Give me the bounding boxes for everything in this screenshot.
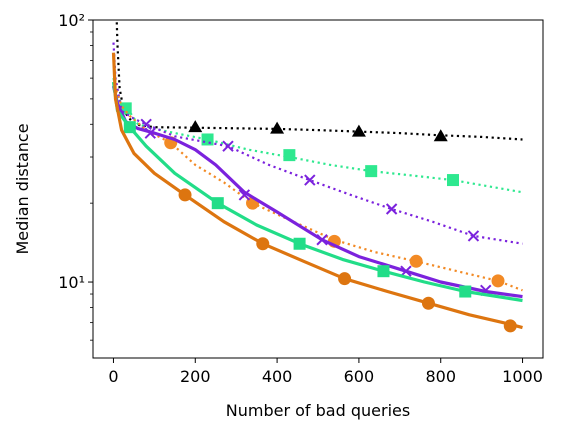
x-tick-label: 400 — [262, 367, 293, 386]
marker — [304, 174, 316, 186]
x-tick-label: 600 — [344, 367, 375, 386]
marker — [144, 127, 156, 139]
y-tick-label: 10² — [58, 11, 85, 30]
marker — [459, 285, 472, 298]
marker — [178, 188, 192, 202]
x-tick-label: 1000 — [502, 367, 543, 386]
marker — [467, 230, 480, 242]
marker — [385, 203, 398, 215]
marker — [433, 129, 448, 142]
x-tick-label: 800 — [425, 367, 456, 386]
x-tick-label: 0 — [108, 367, 118, 386]
marker — [421, 296, 435, 310]
marker — [365, 165, 378, 178]
x-tick-label: 200 — [180, 367, 211, 386]
line — [115, 20, 523, 141]
marker — [293, 237, 306, 250]
marker — [400, 265, 412, 277]
marker — [201, 133, 214, 146]
line — [112, 42, 523, 245]
y-axis-label: Median distance — [13, 123, 32, 254]
marker — [283, 149, 296, 162]
marker — [316, 234, 328, 246]
line — [112, 77, 523, 194]
marker — [222, 140, 234, 152]
marker — [377, 265, 390, 278]
marker — [503, 319, 517, 333]
marker — [270, 121, 285, 134]
marker — [123, 121, 136, 134]
marker — [211, 197, 224, 210]
marker — [238, 189, 251, 201]
marker — [447, 174, 459, 187]
marker — [119, 102, 132, 115]
plot-area — [111, 20, 523, 333]
x-axis-label: Number of bad queries — [226, 401, 410, 420]
marker — [188, 120, 203, 133]
marker — [409, 254, 423, 268]
marker — [338, 272, 352, 286]
plot-frame — [92, 19, 544, 359]
marker — [351, 124, 366, 137]
line — [111, 85, 523, 299]
line — [112, 55, 523, 292]
marker — [491, 274, 505, 288]
marker — [256, 237, 270, 251]
y-tick-label: 10¹ — [58, 273, 85, 292]
